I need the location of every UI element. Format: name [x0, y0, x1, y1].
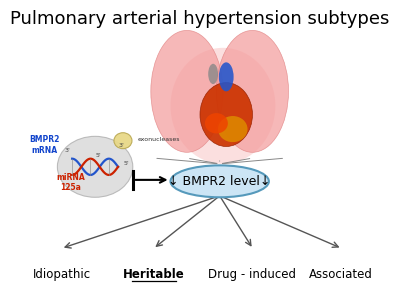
Ellipse shape [151, 30, 223, 152]
Text: 5': 5' [96, 153, 101, 158]
Ellipse shape [114, 133, 132, 149]
Text: ↓ BMPR2 level↓: ↓ BMPR2 level↓ [168, 175, 271, 188]
Text: Drug - induced: Drug - induced [208, 268, 296, 281]
Text: 3': 3' [64, 148, 70, 153]
Text: 5': 5' [123, 161, 129, 166]
Text: Associated: Associated [309, 268, 373, 281]
Text: exonucleases: exonucleases [138, 137, 180, 142]
Ellipse shape [218, 116, 248, 142]
Text: Pulmonary arterial hypertension subtypes: Pulmonary arterial hypertension subtypes [10, 10, 390, 28]
Ellipse shape [208, 64, 218, 84]
Text: Idiopathic: Idiopathic [33, 268, 91, 281]
Text: Heritable: Heritable [123, 268, 185, 281]
Ellipse shape [170, 165, 269, 197]
Text: BMPR2
mRNA: BMPR2 mRNA [29, 135, 60, 155]
Ellipse shape [57, 136, 133, 197]
Ellipse shape [200, 83, 252, 146]
Text: miRNA
125a: miRNA 125a [56, 173, 85, 193]
Ellipse shape [205, 113, 228, 133]
Ellipse shape [216, 30, 288, 152]
Ellipse shape [219, 62, 234, 91]
Text: 3': 3' [118, 143, 124, 148]
Ellipse shape [170, 48, 276, 164]
